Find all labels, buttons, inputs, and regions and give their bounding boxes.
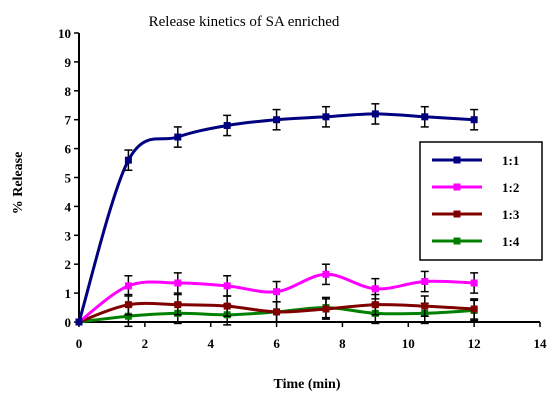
legend-marker <box>453 183 461 191</box>
data-point <box>470 305 478 313</box>
y-tick-label: 4 <box>65 199 72 214</box>
x-tick-label: 2 <box>142 336 149 351</box>
y-tick-label: 2 <box>65 257 72 272</box>
data-point <box>174 133 182 141</box>
y-axis-label: % Release <box>11 152 26 215</box>
x-tick-label: 6 <box>273 336 280 351</box>
x-tick-label: 0 <box>76 336 83 351</box>
data-point <box>124 301 132 309</box>
series-1-2 <box>75 263 479 326</box>
data-point <box>273 308 281 316</box>
data-point <box>223 282 231 290</box>
series-1-1 <box>75 103 479 326</box>
data-point <box>371 285 379 293</box>
data-point <box>174 279 182 287</box>
x-tick-label: 8 <box>339 336 346 351</box>
y-tick-label: 10 <box>58 26 71 41</box>
y-tick-label: 3 <box>65 228 72 243</box>
x-tick-label: 10 <box>402 336 415 351</box>
legend-item: 1:4 <box>432 234 520 249</box>
y-tick-label: 0 <box>65 315 72 330</box>
data-point <box>223 302 231 310</box>
data-point <box>470 116 478 124</box>
x-tick-label: 12 <box>468 336 481 351</box>
y-tick-label: 9 <box>65 55 72 70</box>
legend-label: 1:2 <box>502 180 519 195</box>
x-tick-label: 14 <box>534 336 548 351</box>
data-point <box>421 113 429 121</box>
data-point <box>124 282 132 290</box>
legend-label: 1:1 <box>502 153 519 168</box>
data-point <box>371 110 379 118</box>
data-point <box>124 156 132 164</box>
data-point <box>273 116 281 124</box>
legend-marker <box>453 156 461 164</box>
legend-marker <box>453 237 461 245</box>
x-tick-label: 4 <box>207 336 214 351</box>
legend-item: 1:2 <box>432 180 519 195</box>
legend-label: 1:4 <box>502 234 520 249</box>
data-point <box>322 305 330 313</box>
y-tick-label: 5 <box>65 171 72 186</box>
y-tick-label: 1 <box>65 286 72 301</box>
data-point <box>223 121 231 129</box>
data-point <box>75 318 83 326</box>
legend-item: 1:1 <box>432 153 519 168</box>
y-tick-label: 8 <box>65 84 72 99</box>
x-axis-label: Time (min) <box>273 377 340 392</box>
data-point <box>174 301 182 309</box>
data-point <box>273 288 281 296</box>
y-tick-label: 7 <box>65 113 72 128</box>
legend-label: 1:3 <box>502 207 520 222</box>
data-point <box>322 270 330 278</box>
data-point <box>421 302 429 310</box>
legend: 1:1 1:2 1:3 1:4 <box>419 141 543 261</box>
data-point <box>322 113 330 121</box>
data-point <box>421 278 429 286</box>
data-point <box>470 279 478 287</box>
legend-item: 1:3 <box>432 207 520 222</box>
y-tick-label: 6 <box>65 142 72 157</box>
chart-title: Release kinetics of SA enriched <box>149 14 340 30</box>
legend-marker <box>453 210 461 218</box>
data-point <box>371 301 379 309</box>
series-line <box>77 112 475 323</box>
